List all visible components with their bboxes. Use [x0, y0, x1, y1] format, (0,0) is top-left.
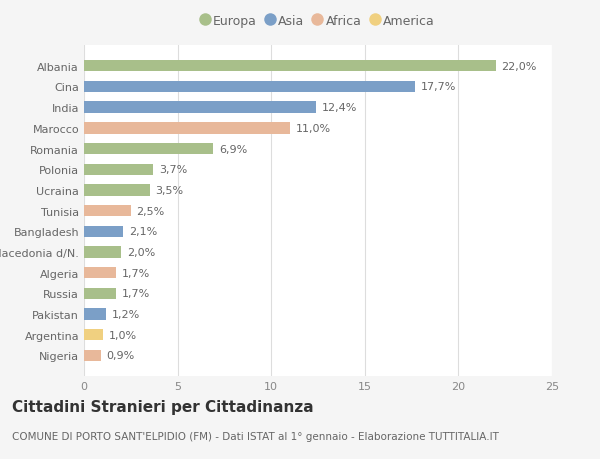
Bar [84, 185, 149, 196]
Bar [84, 102, 316, 113]
Text: 1,2%: 1,2% [112, 309, 140, 319]
Text: 2,1%: 2,1% [129, 227, 157, 237]
Bar [84, 61, 496, 72]
Bar [84, 350, 101, 361]
Text: 6,9%: 6,9% [219, 144, 247, 154]
Bar [84, 330, 103, 341]
Bar [84, 268, 116, 279]
Text: 17,7%: 17,7% [421, 82, 457, 92]
Text: Cittadini Stranieri per Cittadinanza: Cittadini Stranieri per Cittadinanza [12, 399, 314, 414]
Legend: Europa, Asia, Africa, America: Europa, Asia, Africa, America [197, 10, 439, 33]
Text: 12,4%: 12,4% [322, 103, 357, 113]
Text: 1,7%: 1,7% [121, 268, 149, 278]
Bar [84, 123, 290, 134]
Bar [84, 164, 153, 175]
Bar [84, 226, 124, 237]
Text: 22,0%: 22,0% [502, 62, 537, 72]
Bar [84, 288, 116, 299]
Text: 11,0%: 11,0% [296, 123, 331, 134]
Text: 3,7%: 3,7% [159, 165, 187, 175]
Text: 1,7%: 1,7% [121, 289, 149, 299]
Bar [84, 82, 415, 93]
Text: 2,5%: 2,5% [136, 206, 164, 216]
Text: COMUNE DI PORTO SANT'ELPIDIO (FM) - Dati ISTAT al 1° gennaio - Elaborazione TUTT: COMUNE DI PORTO SANT'ELPIDIO (FM) - Dati… [12, 431, 499, 442]
Text: 1,0%: 1,0% [109, 330, 136, 340]
Text: 3,5%: 3,5% [155, 185, 183, 196]
Bar [84, 206, 131, 217]
Bar [84, 309, 106, 320]
Text: 0,9%: 0,9% [106, 351, 135, 361]
Bar [84, 247, 121, 258]
Bar [84, 144, 213, 155]
Text: 2,0%: 2,0% [127, 247, 155, 257]
